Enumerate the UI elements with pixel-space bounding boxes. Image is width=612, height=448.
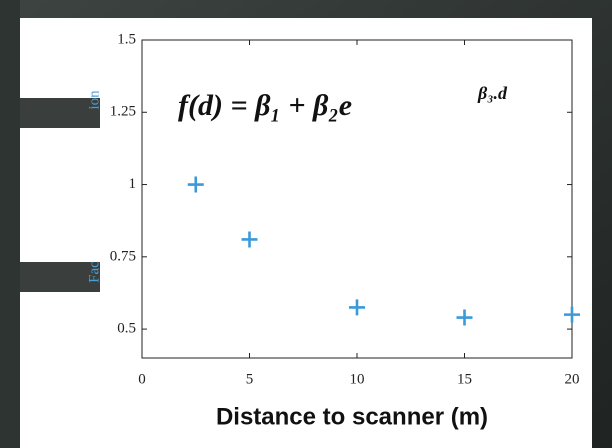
x-tick-label: 10 [350,371,365,387]
y-tick-label: 1.5 [117,31,136,47]
point [564,306,580,323]
y-axis-label: Fac [86,261,102,283]
point [349,299,365,316]
x-axis-label: Distance to scanner (m) [216,403,488,430]
point [456,309,473,326]
panel [20,18,592,448]
overlay-bar [20,98,100,128]
equation: f(d) = β₁ + β₂e [178,89,352,122]
y-tick-label: 1 [129,176,137,192]
x-tick-label: 5 [246,371,254,387]
x-tick-label: 0 [138,371,146,387]
edge [0,0,20,448]
overlay-bar [20,262,100,292]
y-axis-label: ion [86,90,102,110]
equation-exponent: β₃.d [477,83,508,103]
y-tick-label: 0.75 [110,248,136,264]
y-tick-label: 0.5 [117,321,136,337]
point [187,176,204,193]
x-tick-label: 15 [457,371,472,387]
y-tick-label: 1.25 [110,104,136,120]
point [241,231,258,248]
x-tick-label: 20 [565,371,580,387]
